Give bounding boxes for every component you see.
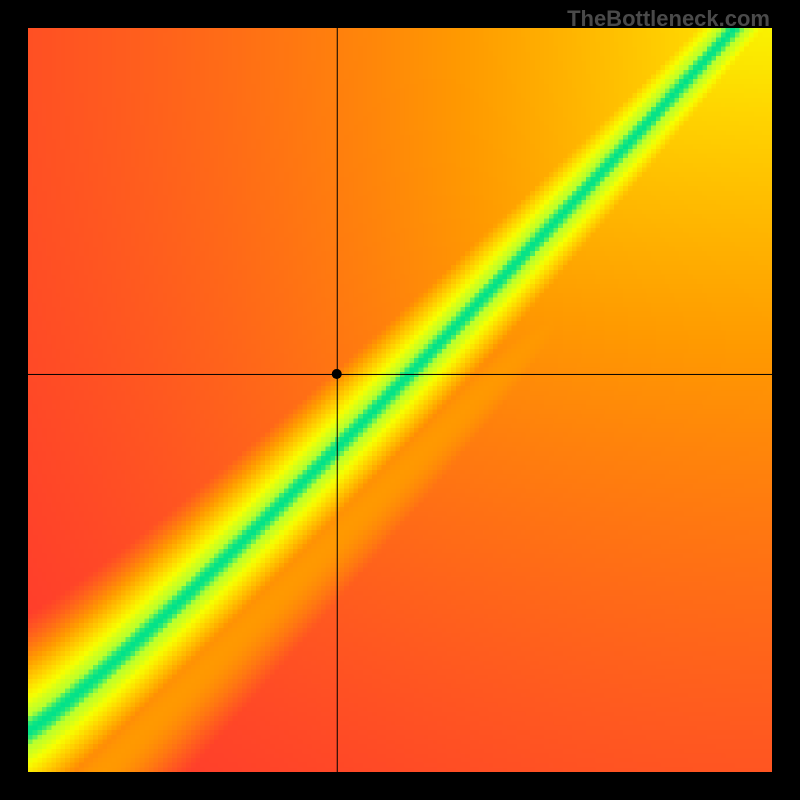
chart-container: TheBottleneck.com xyxy=(0,0,800,800)
watermark-text: TheBottleneck.com xyxy=(567,6,770,32)
overlay-canvas xyxy=(0,0,800,800)
